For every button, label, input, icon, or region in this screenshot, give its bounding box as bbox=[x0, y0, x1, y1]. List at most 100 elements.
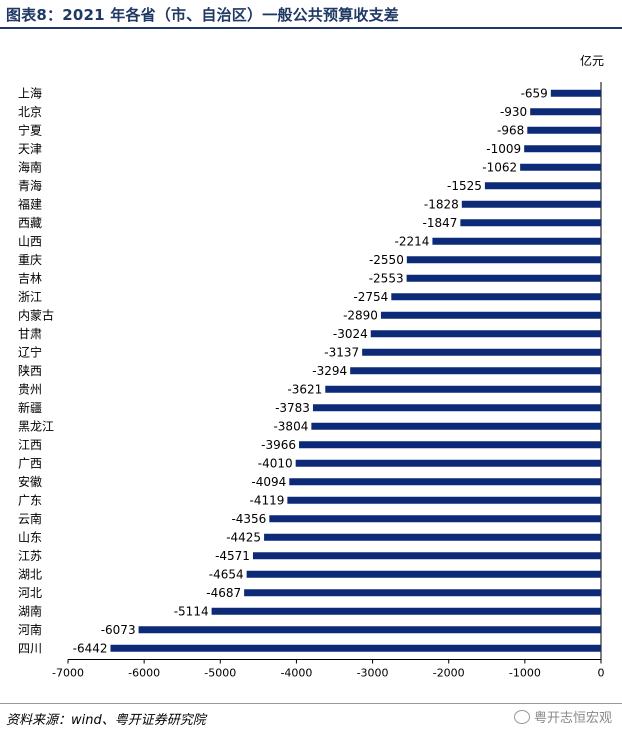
bar-16 bbox=[350, 367, 601, 375]
data-label: -2553 bbox=[369, 271, 404, 285]
data-label: -1828 bbox=[424, 197, 459, 211]
category-label: 四川 bbox=[18, 641, 42, 655]
category-label: 广西 bbox=[18, 456, 42, 470]
bar-20 bbox=[299, 441, 601, 449]
x-tick-label: -7000 bbox=[52, 667, 84, 680]
data-label: -3294 bbox=[312, 364, 347, 378]
data-label: -4356 bbox=[231, 512, 266, 526]
data-label: -659 bbox=[521, 86, 548, 100]
category-label: 内蒙古 bbox=[18, 307, 54, 322]
data-label: -1062 bbox=[482, 160, 517, 174]
data-label: -4010 bbox=[258, 456, 293, 470]
bar-10 bbox=[406, 256, 601, 264]
bar-2 bbox=[530, 108, 601, 116]
data-label: -2550 bbox=[369, 253, 404, 267]
source-note: 资料来源：wind、粤开证券研究院 bbox=[6, 713, 206, 728]
category-label: 陕西 bbox=[18, 363, 42, 378]
data-label: -1525 bbox=[447, 179, 482, 193]
category-label: 吉林 bbox=[18, 271, 42, 285]
category-label: 湖北 bbox=[18, 566, 42, 581]
category-label: 贵州 bbox=[18, 382, 42, 396]
category-label: 云南 bbox=[18, 511, 42, 526]
data-label: -6442 bbox=[73, 641, 108, 655]
category-label: 福建 bbox=[18, 196, 42, 211]
data-label: -3024 bbox=[333, 327, 368, 341]
data-label: -3783 bbox=[275, 401, 310, 415]
bar-29 bbox=[211, 607, 602, 615]
bar-24 bbox=[269, 515, 601, 523]
category-label: 湖南 bbox=[18, 603, 42, 618]
bar-18 bbox=[312, 404, 601, 412]
bar-28 bbox=[244, 589, 602, 597]
bar-31 bbox=[110, 644, 601, 652]
category-label: 西藏 bbox=[18, 216, 42, 230]
category-label: 辽宁 bbox=[18, 344, 42, 359]
category-label: 河北 bbox=[18, 586, 42, 600]
bar-8 bbox=[460, 219, 601, 227]
category-label: 新疆 bbox=[18, 400, 42, 415]
bar-26 bbox=[252, 552, 602, 560]
data-label: -2754 bbox=[353, 290, 388, 304]
wechat-icon bbox=[513, 709, 530, 724]
bar-30 bbox=[138, 626, 602, 634]
watermark-text: 粤开志恒宏观 bbox=[533, 711, 612, 726]
category-label: 江苏 bbox=[18, 549, 42, 563]
data-label: -4094 bbox=[251, 475, 286, 489]
category-label: 重庆 bbox=[18, 253, 42, 267]
category-label: 甘肃 bbox=[18, 327, 42, 341]
bar-9 bbox=[432, 237, 601, 245]
category-label: 黑龙江 bbox=[18, 419, 54, 433]
category-label: 广东 bbox=[18, 493, 42, 507]
bar-23 bbox=[287, 496, 601, 504]
data-label: -1009 bbox=[486, 142, 521, 156]
bar-6 bbox=[484, 182, 601, 190]
x-tick-label: -3000 bbox=[357, 667, 389, 680]
bar-17 bbox=[325, 385, 601, 393]
bar-21 bbox=[295, 459, 601, 467]
category-label: 浙江 bbox=[18, 290, 42, 304]
x-tick-label: -5000 bbox=[204, 667, 236, 680]
category-label: 青海 bbox=[18, 178, 42, 193]
watermark: 粤开志恒宏观 bbox=[513, 707, 612, 726]
bar-19 bbox=[311, 422, 601, 430]
bar-4 bbox=[524, 145, 601, 153]
data-label: -2214 bbox=[395, 234, 430, 248]
data-label: -968 bbox=[497, 123, 524, 137]
category-label: 江西 bbox=[18, 438, 42, 452]
bar-12 bbox=[391, 293, 601, 301]
bar-13 bbox=[380, 311, 601, 319]
bar-15 bbox=[362, 348, 601, 356]
bar-1 bbox=[550, 89, 601, 97]
chart-title: 图表8：2021 年各省（市、自治区）一般公共预算收支差 bbox=[6, 6, 400, 24]
category-label: 宁夏 bbox=[18, 122, 42, 137]
data-label: -4687 bbox=[206, 586, 241, 600]
x-tick-label: -4000 bbox=[280, 667, 312, 680]
data-label: -1847 bbox=[422, 216, 457, 230]
data-label: -4425 bbox=[226, 530, 261, 544]
bar-chart: 上海 -659 北京 -930 宁夏 -968 天津 -1009 海南 -1062 青海 -1525 福… bbox=[18, 82, 605, 680]
category-label: 山东 bbox=[18, 530, 42, 544]
data-label: -4119 bbox=[249, 493, 284, 507]
category-label: 北京 bbox=[18, 105, 42, 119]
bar-27 bbox=[246, 570, 601, 578]
data-label: -4654 bbox=[209, 567, 244, 581]
data-label: -4571 bbox=[215, 549, 250, 563]
data-label: -5114 bbox=[174, 604, 209, 618]
category-label: 上海 bbox=[18, 85, 42, 100]
x-tick-label: -2000 bbox=[433, 667, 465, 680]
title-divider bbox=[0, 27, 622, 29]
category-label: 天津 bbox=[18, 142, 42, 156]
x-tick-label: 0 bbox=[598, 667, 605, 680]
data-label: -2890 bbox=[343, 308, 378, 322]
x-tick-label: -6000 bbox=[128, 667, 160, 680]
bar-5 bbox=[520, 163, 601, 171]
category-label: 河南 bbox=[18, 622, 42, 637]
data-label: -930 bbox=[500, 105, 527, 119]
bar-7 bbox=[461, 200, 601, 208]
data-label: -3137 bbox=[324, 345, 359, 359]
data-label: -3621 bbox=[287, 382, 322, 396]
category-label: 安徽 bbox=[18, 474, 42, 489]
data-label: -3804 bbox=[273, 419, 308, 433]
bar-22 bbox=[289, 478, 601, 486]
data-label: -3966 bbox=[261, 438, 296, 452]
